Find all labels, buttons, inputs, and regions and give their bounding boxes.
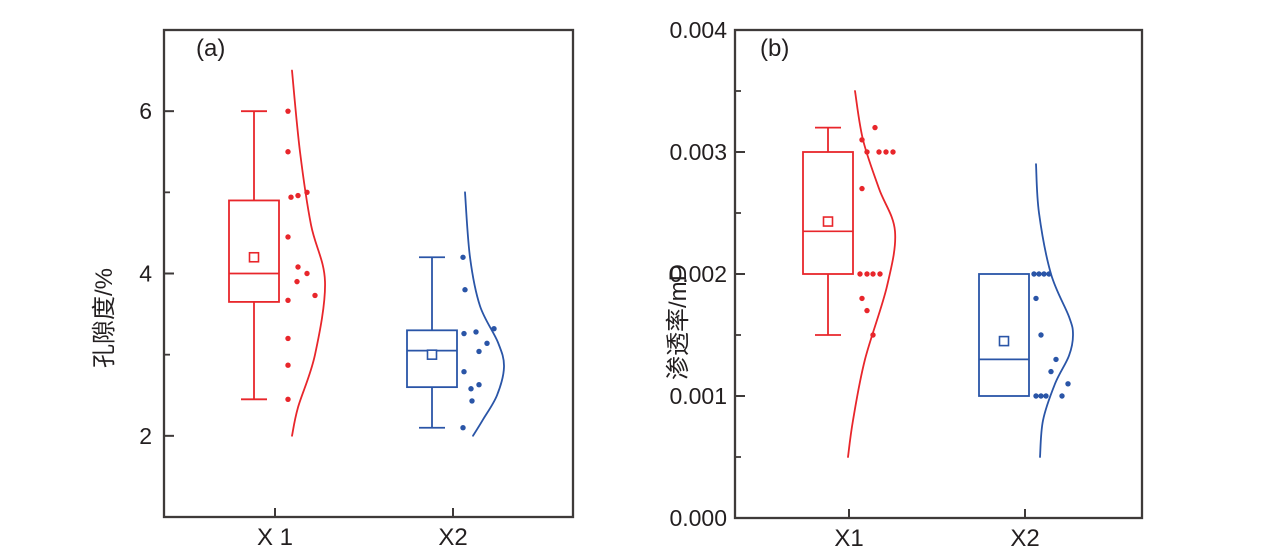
data-point [469, 398, 475, 404]
data-point [285, 149, 291, 155]
y-tick-label: 0.003 [669, 139, 727, 165]
y-tick-label: 0.001 [669, 383, 727, 409]
panel-letter: (b) [760, 35, 789, 62]
series-X1 [228, 69, 326, 437]
data-point [295, 264, 301, 270]
box [802, 151, 854, 275]
data-point [1041, 271, 1047, 277]
data-point [304, 270, 310, 277]
data-point [1059, 393, 1065, 399]
data-point [285, 297, 291, 303]
data-point [1065, 381, 1071, 387]
violin-curve [847, 90, 897, 458]
data-point [476, 348, 482, 355]
mean-marker [822, 216, 834, 227]
data-point [1046, 271, 1052, 277]
data-point [870, 271, 876, 277]
data-point [294, 278, 300, 285]
data-point [1053, 356, 1059, 363]
data-point [857, 271, 863, 277]
data-point [872, 124, 878, 131]
panel-b: 0.000 0.001 0.002 0.003 0.004 X1 X2 (b) 渗透率/mD [665, 17, 1144, 552]
data-point [1033, 295, 1039, 302]
data-point [288, 194, 294, 200]
data-point [285, 234, 291, 240]
series-X2 [406, 191, 505, 437]
data-point [859, 137, 865, 143]
data-point [460, 254, 466, 260]
series-X1 [802, 90, 897, 458]
violin-curve [464, 191, 505, 437]
box [978, 273, 1030, 397]
violin-curve [1035, 163, 1074, 458]
data-point [285, 396, 291, 403]
data-point [877, 271, 883, 277]
data-point [295, 192, 301, 199]
series-X2 [978, 163, 1074, 458]
data-point [870, 332, 876, 338]
data-point [1038, 332, 1044, 338]
data-point [461, 369, 467, 375]
y-tick-label: 6 [139, 98, 152, 124]
data-point [460, 425, 466, 431]
data-point [285, 335, 291, 342]
data-point [1036, 271, 1042, 277]
plot-frame [162, 28, 575, 519]
data-point [890, 149, 896, 155]
category-label: X2 [1010, 525, 1039, 552]
box [228, 199, 280, 303]
y-tick-label: 2 [139, 423, 152, 449]
data-point [1033, 393, 1039, 399]
data-point [876, 149, 882, 155]
data-point [462, 287, 468, 293]
y-tick-label: 0.002 [669, 261, 727, 287]
violin-curve [291, 69, 326, 437]
mean-marker [248, 251, 260, 263]
panel-a: 2 4 6 X 1 X2 (a) 孔隙度/% [91, 28, 575, 551]
data-point [312, 292, 318, 299]
data-point [859, 295, 865, 302]
category-label: X 1 [257, 524, 293, 551]
data-point [864, 149, 870, 155]
y-axis-title: 孔隙度/% [91, 268, 118, 368]
panel-letter: (a) [196, 35, 225, 62]
data-point [476, 381, 482, 388]
data-point [484, 340, 490, 347]
mean-marker [998, 335, 1010, 347]
y-axis-title: 渗透率/mD [665, 264, 692, 380]
plot-frame [733, 28, 1144, 520]
data-point [1038, 393, 1044, 399]
data-point [883, 149, 889, 155]
y-tick-label: 0.000 [669, 505, 727, 531]
data-point [1048, 368, 1054, 375]
data-point [304, 189, 310, 196]
data-point [864, 271, 870, 277]
data-point [468, 386, 474, 392]
mean-marker [426, 349, 438, 360]
category-label: X2 [438, 524, 467, 551]
data-point [461, 330, 467, 337]
category-label: X1 [834, 525, 863, 552]
data-point [864, 307, 870, 314]
data-point [285, 108, 291, 114]
data-point [491, 325, 497, 332]
data-point [859, 185, 865, 192]
data-point [1043, 393, 1049, 399]
y-tick-label: 4 [139, 261, 152, 287]
data-point [473, 329, 479, 335]
data-point [285, 362, 291, 368]
y-tick-label: 0.004 [669, 17, 727, 43]
data-point [1031, 271, 1037, 277]
